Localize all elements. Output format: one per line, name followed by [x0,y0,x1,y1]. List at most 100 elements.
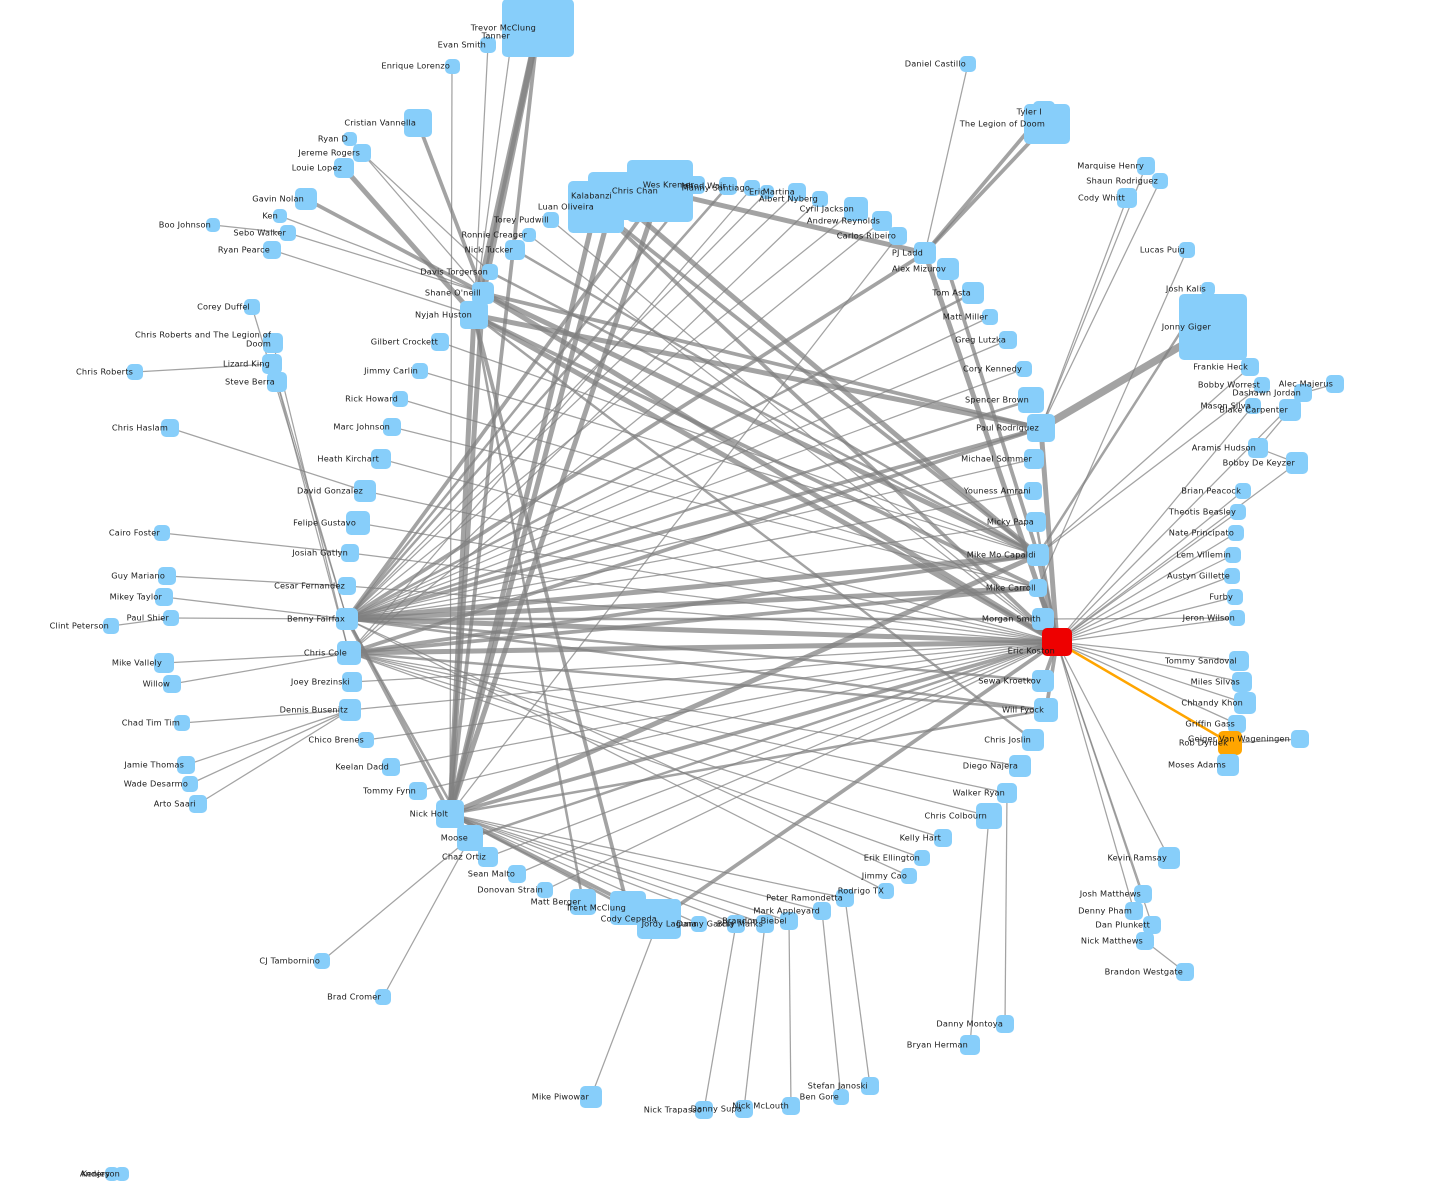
graph-node[interactable] [341,544,359,562]
graph-node[interactable] [478,847,498,867]
graph-node[interactable] [1018,387,1044,413]
graph-node[interactable] [861,1077,879,1095]
graph-node[interactable] [1029,579,1047,597]
graph-node[interactable] [914,242,936,264]
graph-node[interactable] [1176,963,1194,981]
graph-node[interactable] [1232,672,1252,692]
graph-node[interactable] [1125,902,1143,920]
graph-node[interactable] [934,829,952,847]
graph-node[interactable] [412,363,428,379]
graph-node[interactable] [637,899,681,939]
graph-node[interactable] [695,1101,713,1119]
graph-node[interactable] [1248,438,1268,458]
graph-node[interactable] [788,183,806,201]
graph-node[interactable] [1179,294,1247,360]
graph-node[interactable] [1179,242,1195,258]
graph-node[interactable] [163,610,179,626]
graph-node[interactable] [1143,916,1161,934]
graph-node[interactable] [687,176,705,194]
graph-node[interactable] [1042,628,1072,656]
graph-node[interactable] [914,850,930,866]
graph-node[interactable] [115,1167,129,1181]
graph-node[interactable] [382,758,400,776]
graph-node[interactable] [127,364,143,380]
graph-node[interactable] [1224,568,1240,584]
graph-node[interactable] [354,480,376,502]
graph-node[interactable] [1279,399,1301,421]
graph-node[interactable] [342,672,362,692]
graph-node[interactable] [155,588,173,606]
graph-node[interactable] [444,58,460,74]
graph-node[interactable] [1024,482,1042,500]
graph-node[interactable] [409,782,427,800]
graph-node[interactable] [727,915,745,933]
graph-node[interactable] [262,354,282,374]
graph-node[interactable] [1230,504,1246,520]
graph-node[interactable] [780,912,798,930]
graph-node[interactable] [691,916,707,932]
graph-node[interactable] [812,191,828,207]
graph-node[interactable] [744,180,760,196]
graph-node[interactable] [976,803,1002,829]
graph-node[interactable] [343,132,357,146]
graph-node[interactable] [982,309,998,325]
graph-node[interactable] [334,158,354,178]
graph-node[interactable] [568,181,624,233]
graph-node[interactable] [161,419,179,437]
graph-node[interactable] [844,197,868,221]
graph-node[interactable] [263,241,281,259]
graph-node[interactable] [962,282,984,304]
graph-node[interactable] [1234,692,1256,714]
graph-node[interactable] [244,299,260,315]
graph-node[interactable] [1152,173,1168,189]
graph-node[interactable] [1136,932,1154,950]
graph-node[interactable] [154,653,174,673]
graph-node[interactable] [337,641,361,665]
graph-node[interactable] [580,1086,602,1108]
graph-node[interactable] [503,27,521,45]
graph-node[interactable] [460,301,488,329]
graph-node[interactable] [314,953,330,969]
graph-node[interactable] [1022,729,1044,751]
graph-node[interactable] [999,331,1017,349]
graph-node[interactable] [1217,754,1239,776]
graph-node[interactable] [338,577,356,595]
graph-node[interactable] [1027,414,1055,442]
graph-node[interactable] [177,756,195,774]
graph-node[interactable] [522,228,536,242]
graph-node[interactable] [1137,157,1155,175]
graph-node[interactable] [1024,104,1070,144]
graph-node[interactable] [1245,398,1261,414]
graph-node[interactable] [1027,544,1049,566]
graph-node[interactable] [872,211,892,231]
graph-node[interactable] [371,449,391,469]
graph-node[interactable] [937,258,959,280]
graph-node[interactable] [158,567,176,585]
graph-node[interactable] [1009,755,1031,777]
graph-node[interactable] [358,732,374,748]
graph-node[interactable] [901,868,917,884]
graph-node[interactable] [280,225,296,241]
graph-node[interactable] [182,776,198,792]
graph-node[interactable] [782,1097,800,1115]
graph-node[interactable] [163,675,181,693]
graph-node[interactable] [404,109,432,137]
graph-node[interactable] [1227,589,1243,605]
graph-node[interactable] [960,56,976,72]
graph-node[interactable] [1241,358,1259,376]
graph-node[interactable] [1235,483,1251,499]
graph-node[interactable] [1026,512,1046,532]
graph-node[interactable] [1032,670,1054,692]
graph-node[interactable] [174,715,190,731]
graph-node[interactable] [189,795,207,813]
graph-node[interactable] [1032,608,1054,630]
graph-node[interactable] [1228,715,1246,733]
graph-node[interactable] [878,883,894,899]
graph-node[interactable] [1218,731,1242,755]
graph-node[interactable] [836,889,854,907]
graph-node[interactable] [375,989,391,1005]
graph-node[interactable] [1016,361,1032,377]
graph-node[interactable] [960,1035,980,1055]
graph-node[interactable] [537,882,553,898]
graph-node[interactable] [996,1015,1014,1033]
